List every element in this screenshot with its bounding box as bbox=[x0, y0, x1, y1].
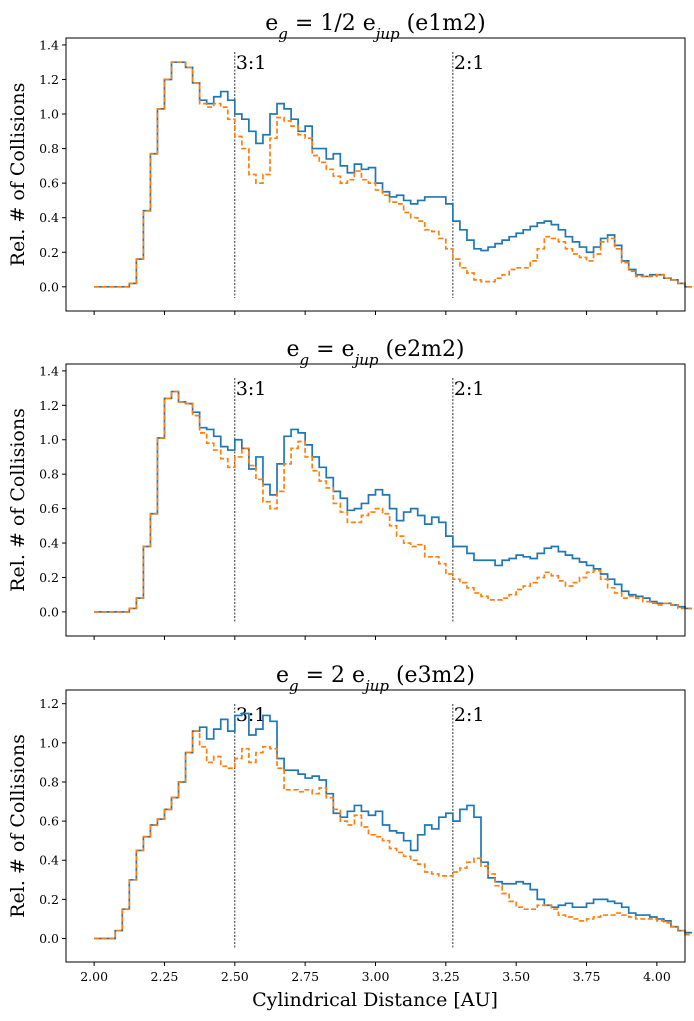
chart-title: eg = 2 ejup (e3m2) bbox=[276, 663, 475, 695]
y-tick-label: 1.2 bbox=[39, 398, 59, 413]
x-tick-label: 2.50 bbox=[221, 969, 249, 984]
series-dashed-line bbox=[94, 730, 693, 940]
y-tick-label: 1.0 bbox=[39, 432, 59, 447]
y-tick-label: 0.2 bbox=[39, 570, 59, 585]
resonance-label: 3:1 bbox=[236, 378, 267, 400]
resonance-label: 2:1 bbox=[454, 704, 485, 726]
title-text: (e1m2) bbox=[400, 11, 486, 36]
x-tick-label: 3.25 bbox=[432, 969, 460, 984]
x-axis-label: Cylindrical Distance [AU] bbox=[252, 989, 498, 1011]
title-text: (e2m2) bbox=[378, 337, 464, 362]
chart-panel-2: eg = ejup (e2m2) 0.0 0.2 0.4 0.6 0.8 1.0 1.2 1.4… bbox=[7, 337, 693, 640]
y-tick-label: 0.2 bbox=[39, 245, 59, 260]
y-tick-label: 0.6 bbox=[39, 814, 59, 829]
y-tick-label: 1.2 bbox=[39, 72, 59, 87]
x-tick-label: 2.25 bbox=[151, 969, 179, 984]
axes-frame bbox=[65, 363, 686, 637]
y-tick-label: 0.0 bbox=[39, 604, 59, 619]
axes-frame bbox=[65, 37, 686, 312]
title-text: (e3m2) bbox=[389, 663, 475, 688]
y-tick-label: 0.8 bbox=[39, 774, 59, 789]
y-tick-label: 1.0 bbox=[39, 735, 59, 750]
title-text: e bbox=[265, 11, 278, 36]
series-dashed-line bbox=[94, 390, 693, 613]
x-tick-label: 2.00 bbox=[80, 969, 108, 984]
chart-title: eg = 1/2 ejup (e1m2) bbox=[265, 11, 485, 43]
title-text: = 2 e bbox=[299, 663, 365, 688]
y-tick-label: 1.4 bbox=[39, 363, 59, 378]
chart-panel-3: eg = 2 ejup (e3m2) 0.0 0.2 0.4 0.6 0.8 1.0 1.2 2… bbox=[7, 663, 693, 984]
y-tick-label: 0.0 bbox=[39, 931, 59, 946]
title-subscript: jup bbox=[352, 351, 379, 369]
y-tick-label: 0.2 bbox=[39, 892, 59, 907]
title-text: = e bbox=[309, 337, 354, 362]
y-tick-label: 0.0 bbox=[39, 279, 59, 294]
title-subscript: g bbox=[300, 351, 310, 369]
title-subscript: jup bbox=[362, 677, 389, 695]
title-text: = 1/2 e bbox=[288, 11, 376, 36]
y-tick-label: 0.4 bbox=[39, 210, 59, 225]
series-solid-line bbox=[94, 61, 693, 288]
y-tick-label: 0.8 bbox=[39, 141, 59, 156]
y-axis-label: Rel. # of Collisions bbox=[7, 408, 29, 592]
y-tick-label: 0.6 bbox=[39, 501, 59, 516]
y-tick-label: 0.8 bbox=[39, 467, 59, 482]
title-text: e bbox=[276, 663, 289, 688]
resonance-label: 2:1 bbox=[454, 378, 485, 400]
title-subscript: jup bbox=[373, 25, 400, 43]
title-subscript: g bbox=[278, 25, 288, 43]
y-tick-label: 0.4 bbox=[39, 536, 59, 551]
x-tick-label: 2.75 bbox=[291, 969, 319, 984]
y-tick-label: 1.0 bbox=[39, 107, 59, 122]
series-dashed-line bbox=[94, 61, 693, 288]
chart-title: eg = ejup (e2m2) bbox=[286, 337, 464, 369]
series-solid-line bbox=[94, 712, 693, 940]
y-tick-label: 0.4 bbox=[39, 853, 59, 868]
axes-frame bbox=[65, 689, 686, 963]
series-solid-line bbox=[94, 390, 693, 613]
y-axis-label: Rel. # of Collisions bbox=[7, 83, 29, 267]
y-axis-label: Rel. # of Collisions bbox=[7, 734, 29, 918]
x-tick-label: 4.00 bbox=[643, 969, 671, 984]
x-tick-label: 3.75 bbox=[573, 969, 601, 984]
y-tick-label: 1.4 bbox=[39, 37, 59, 52]
title-text: e bbox=[286, 337, 299, 362]
resonance-label: 2:1 bbox=[454, 52, 485, 74]
resonance-label: 3:1 bbox=[236, 52, 267, 74]
x-tick-label: 3.50 bbox=[502, 969, 530, 984]
x-tick-label: 3.00 bbox=[362, 969, 390, 984]
chart-panel-1: eg = 1/2 ejup (e1m2) 0.0 0.2 0.4 0.6 0.8 1.0 1.… bbox=[7, 11, 693, 315]
title-subscript: g bbox=[289, 677, 299, 695]
resonance-label: 3:1 bbox=[236, 704, 267, 726]
y-tick-label: 1.2 bbox=[39, 696, 59, 711]
y-tick-label: 0.6 bbox=[39, 176, 59, 191]
